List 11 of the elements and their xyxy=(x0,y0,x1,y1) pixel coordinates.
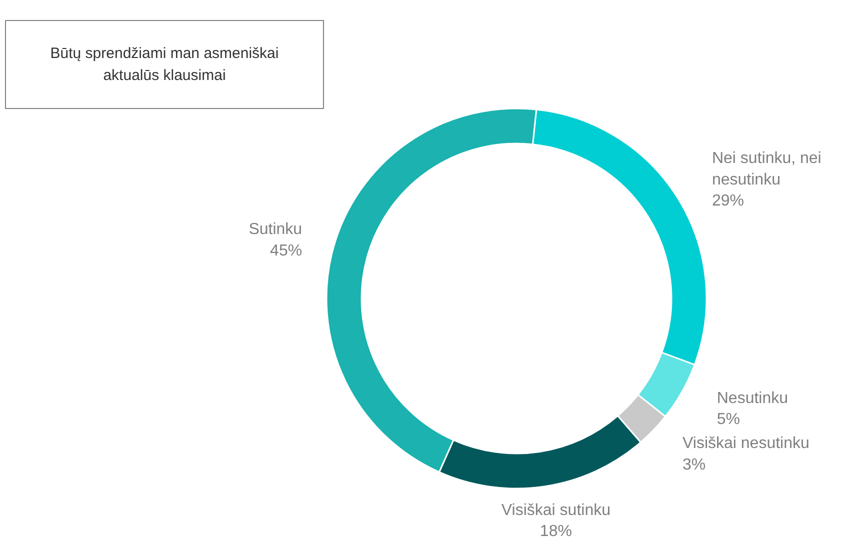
slice-label: Sutinku xyxy=(248,221,302,238)
slice-label: Visiškai nesutinku xyxy=(682,435,810,452)
data-label: 29% xyxy=(712,192,744,210)
slice-label: Nei sutinku, nei nesutinku xyxy=(712,150,822,188)
data-label: 5% xyxy=(716,411,740,428)
data-label: 45% xyxy=(270,242,302,260)
data-label: 3% xyxy=(682,456,706,474)
chart-title: Būtų sprendžiami man asmeniškai aktualūs klausimai xyxy=(50,44,279,84)
slice-label: Visiškai sutinku xyxy=(501,502,610,519)
slice-label: Nesutinku xyxy=(716,390,788,407)
data-label: 18% xyxy=(540,523,572,540)
